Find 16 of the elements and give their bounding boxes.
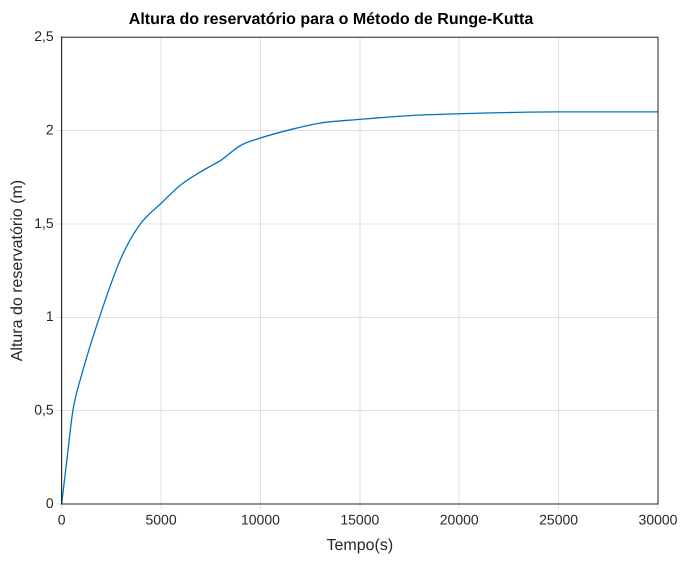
y-tick-label: 1,5	[34, 214, 54, 231]
x-tick-label: 10000	[240, 511, 280, 528]
x-tick-label: 20000	[440, 511, 479, 528]
y-axis-title: Altura do reservatório (m)	[9, 180, 26, 362]
y-tick-label: 2	[46, 121, 54, 138]
x-tick-label: 25000	[539, 511, 578, 528]
x-tick-label: 0	[58, 511, 66, 528]
y-tick-label: 1	[46, 308, 54, 324]
y-tick-label: 0	[46, 494, 54, 511]
chart-title: Altura do reservatório para o Método de Runge-Kutta	[128, 11, 534, 28]
x-tick-label: 30000	[638, 511, 678, 528]
x-tick-label: 15000	[340, 511, 380, 528]
x-tick-label: 5000	[145, 511, 177, 528]
y-tick-label: 2,5	[34, 28, 54, 44]
y-tick-label: 0,5	[34, 402, 54, 418]
x-axis-title: Tempo(s)	[326, 536, 394, 554]
